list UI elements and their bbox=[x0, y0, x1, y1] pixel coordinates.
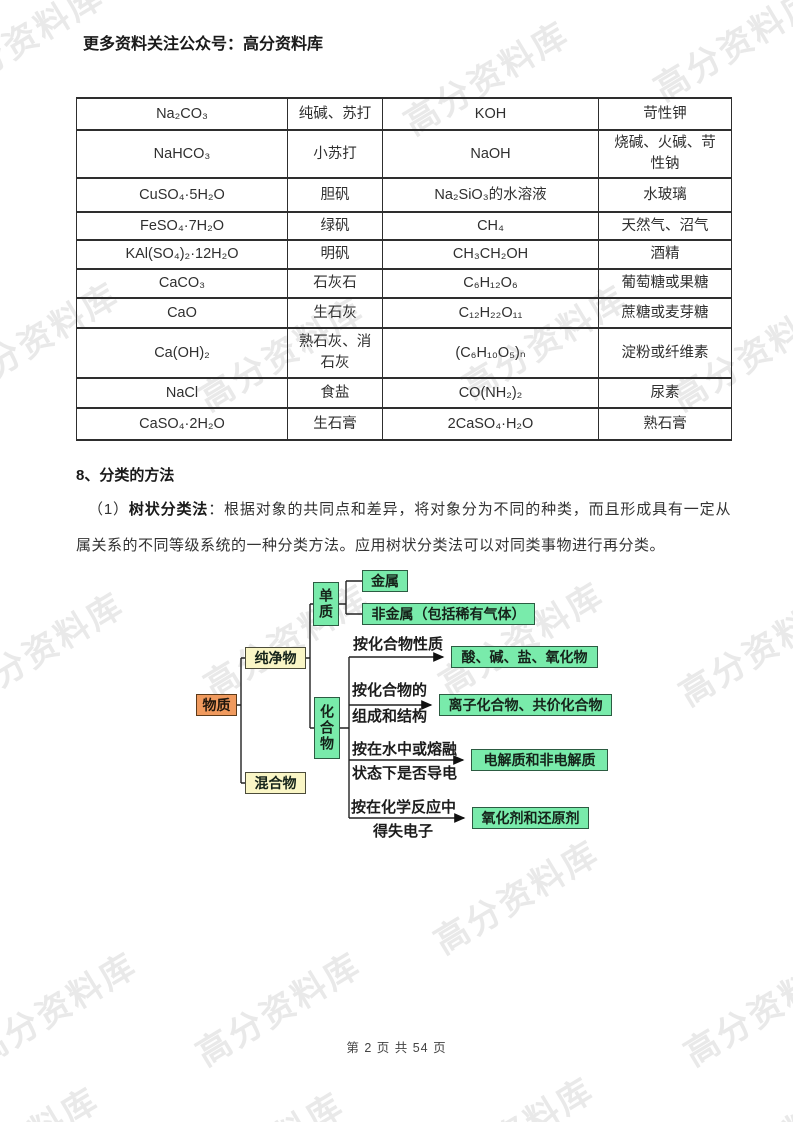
formula-cell: CH₃CH₂OH bbox=[382, 239, 599, 270]
formula-cell: KAl(SO₄)₂·12H₂O bbox=[76, 239, 288, 270]
section-paragraph: （1）树状分类法：根据对象的共同点和差异，将对象分为不同的种类，而且形成具有一定… bbox=[76, 492, 731, 564]
name-cell: 尿素 bbox=[598, 377, 732, 409]
formula-cell: 2CaSO₄·H₂O bbox=[382, 407, 599, 441]
node-compound: 化合物 bbox=[314, 697, 340, 759]
node-compound-label: 化合物 bbox=[319, 704, 335, 752]
formula-cell: CaCO₃ bbox=[76, 268, 288, 299]
formula-cell: C₆H₁₂O₆ bbox=[382, 268, 599, 299]
node-metal: 金属 bbox=[362, 570, 408, 592]
formula-cell: NaHCO₃ bbox=[76, 129, 288, 179]
name-cell: 苛性钾 bbox=[598, 97, 732, 131]
formula-cell: CH₄ bbox=[382, 211, 599, 241]
node-substance: 物质 bbox=[196, 694, 237, 716]
watermark: 高分资料库 bbox=[678, 1065, 793, 1122]
formula-cell: CuSO₄·5H₂O bbox=[76, 177, 288, 213]
section-heading: 8、分类的方法 bbox=[76, 467, 175, 484]
name-cell: 熟石膏 bbox=[598, 407, 732, 441]
formula-cell: NaCl bbox=[76, 377, 288, 409]
node-nonmetal: 非金属（包括稀有气体） bbox=[362, 603, 535, 625]
classification-tree-diagram: 物质 纯净物 混合物 单质 化合物 金属 非金属（包括稀有气体） 按化合物性质 … bbox=[0, 565, 793, 865]
table-row: NaCl 食盐 CO(NH₂)₂ 尿素 bbox=[76, 377, 732, 409]
node-element: 单质 bbox=[313, 582, 339, 626]
formula-cell: NaOH bbox=[382, 129, 599, 179]
node-acid-base-salt-oxide: 酸、碱、盐、氧化物 bbox=[451, 646, 598, 668]
table-row: Na₂CO₃ 纯碱、苏打 KOH 苛性钾 bbox=[76, 97, 732, 131]
formula-cell: KOH bbox=[382, 97, 599, 131]
branch-label-composition-line1: 按化合物的 bbox=[352, 682, 428, 699]
header-notice: 更多资料关注公众号：高分资料库 bbox=[83, 36, 324, 53]
table-row: Ca(OH)₂ 熟石灰、消石灰 (C₆H₁₀O₅)ₙ 淀粉或纤维素 bbox=[76, 327, 732, 379]
formula-cell: (C₆H₁₀O₅)ₙ bbox=[382, 327, 599, 379]
table-row: CaCO₃ 石灰石 C₆H₁₂O₆ 葡萄糖或果糖 bbox=[76, 268, 732, 299]
name-cell: 明矾 bbox=[287, 239, 383, 270]
name-cell: 石灰石 bbox=[287, 268, 383, 299]
name-cell: 生石膏 bbox=[287, 407, 383, 441]
formula-cell: CaO bbox=[76, 297, 288, 329]
formula-cell: CaSO₄·2H₂O bbox=[76, 407, 288, 441]
name-cell: 绿矾 bbox=[287, 211, 383, 241]
name-cell: 食盐 bbox=[287, 377, 383, 409]
branch-label-conductivity-line1: 按在水中或熔融 bbox=[352, 741, 458, 758]
formula-cell: Ca(OH)₂ bbox=[76, 327, 288, 379]
watermark: 高分资料库 bbox=[418, 1055, 611, 1122]
table-row: CaSO₄·2H₂O 生石膏 2CaSO₄·H₂O 熟石膏 bbox=[76, 407, 732, 441]
name-cell: 熟石灰、消石灰 bbox=[287, 327, 383, 379]
name-cell: 烧碱、火碱、苛性钠 bbox=[598, 129, 732, 179]
name-cell: 胆矾 bbox=[287, 177, 383, 213]
node-element-label: 单质 bbox=[318, 588, 334, 620]
name-cell: 纯碱、苏打 bbox=[287, 97, 383, 131]
tree-connectors bbox=[237, 580, 466, 823]
table-row: NaHCO₃ 小苏打 NaOH 烧碱、火碱、苛性钠 bbox=[76, 129, 732, 179]
node-pure-substance: 纯净物 bbox=[245, 647, 306, 669]
page-number: 第 2 页 共 54 页 bbox=[346, 1041, 447, 1055]
node-ionic-covalent: 离子化合物、共价化合物 bbox=[439, 694, 612, 716]
chemical-names-table: Na₂CO₃ 纯碱、苏打 KOH 苛性钾 NaHCO₃ 小苏打 NaOH 烧碱、… bbox=[76, 97, 732, 441]
formula-cell: Na₂CO₃ bbox=[76, 97, 288, 131]
name-cell: 天然气、沼气 bbox=[598, 211, 732, 241]
node-oxidant-reductant: 氧化剂和还原剂 bbox=[472, 807, 589, 829]
paragraph-term: 树状分类法 bbox=[128, 501, 209, 518]
name-cell: 水玻璃 bbox=[598, 177, 732, 213]
watermark: 高分资料库 bbox=[0, 1065, 117, 1122]
watermark: 高分资料库 bbox=[168, 1070, 361, 1122]
formula-cell: FeSO₄·7H₂O bbox=[76, 211, 288, 241]
formula-cell: Na₂SiO₃的水溶液 bbox=[382, 177, 599, 213]
branch-label-composition-line2: 组成和结构 bbox=[352, 708, 428, 725]
node-mixture: 混合物 bbox=[245, 772, 306, 794]
node-electrolyte: 电解质和非电解质 bbox=[471, 749, 608, 771]
name-cell: 生石灰 bbox=[287, 297, 383, 329]
paragraph-body: ：根据对象的共同点和差异，将对象分为不同的种类，而且形成具有一定从属关系的不同等… bbox=[76, 501, 731, 554]
name-cell: 小苏打 bbox=[287, 129, 383, 179]
formula-cell: C₁₂H₂₂O₁₁ bbox=[382, 297, 599, 329]
branch-label-redox-line1: 按在化学反应中 bbox=[351, 799, 457, 816]
name-cell: 葡萄糖或果糖 bbox=[598, 268, 732, 299]
watermark: 高分资料库 bbox=[648, 0, 793, 109]
name-cell: 酒精 bbox=[598, 239, 732, 270]
table-row: CuSO₄·5H₂O 胆矾 Na₂SiO₃的水溶液 水玻璃 bbox=[76, 177, 732, 213]
branch-label-conductivity-line2: 状态下是否导电 bbox=[352, 765, 458, 782]
table-row: KAl(SO₄)₂·12H₂O 明矾 CH₃CH₂OH 酒精 bbox=[76, 239, 732, 270]
paragraph-prefix: （1） bbox=[88, 501, 129, 518]
branch-label-property: 按化合物性质 bbox=[353, 636, 444, 653]
branch-label-redox-line2: 得失电子 bbox=[373, 823, 434, 840]
name-cell: 蔗糖或麦芽糖 bbox=[598, 297, 732, 329]
table-row: CaO 生石灰 C₁₂H₂₂O₁₁ 蔗糖或麦芽糖 bbox=[76, 297, 732, 329]
name-cell: 淀粉或纤维素 bbox=[598, 327, 732, 379]
table-row: FeSO₄·7H₂O 绿矾 CH₄ 天然气、沼气 bbox=[76, 211, 732, 241]
formula-cell: CO(NH₂)₂ bbox=[382, 377, 599, 409]
